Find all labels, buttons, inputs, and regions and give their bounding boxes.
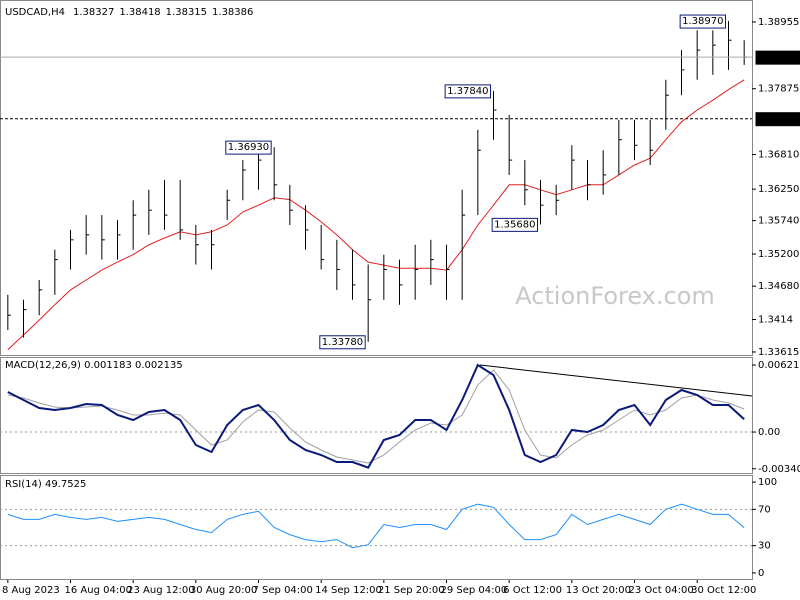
panel-title: RSI(14) 49.7525 xyxy=(5,479,86,490)
panel-title: USDCAD,H4 xyxy=(5,7,65,18)
y-tick-label: 1.36250 xyxy=(758,184,799,195)
label-box xyxy=(225,140,272,155)
label-box xyxy=(679,14,726,29)
y-tick-label: 1.35200 xyxy=(758,249,799,260)
price-label: 1.35680 xyxy=(494,219,535,230)
x-tick-label: 13 Oct 20:00 xyxy=(566,585,631,596)
x-tick-label: 16 Aug 04:00 xyxy=(65,585,132,596)
y-tick-label: 100 xyxy=(758,477,777,488)
panel-title: MACD(12,26,9) 0.001183 0.002135 xyxy=(5,360,183,371)
x-tick-label: 23 Oct 04:00 xyxy=(629,585,694,596)
x-tick-label: 6 Oct 12:00 xyxy=(503,585,562,596)
price-label: 1.36930 xyxy=(228,142,269,153)
macd-panel xyxy=(0,357,753,474)
price-label: 1.37840 xyxy=(447,86,488,97)
x-tick-label: 7 Sep 04:00 xyxy=(253,585,313,596)
header-value: 1.38315 xyxy=(166,7,207,18)
y-tick-label: 0 xyxy=(758,568,764,579)
series-line xyxy=(7,503,745,549)
x-tick-label: 30 Oct 12:00 xyxy=(691,585,756,596)
y-tick-label: 1.36810 xyxy=(758,150,799,161)
y-tick-label: 1.34680 xyxy=(758,281,799,292)
label-box xyxy=(755,50,800,65)
y-tick-label: 1.33615 xyxy=(758,347,799,358)
x-tick-label: 29 Sep 04:00 xyxy=(441,585,508,596)
price-label: 1.38386 xyxy=(758,52,799,63)
price-panel xyxy=(0,0,753,356)
price-label: 1.37390 xyxy=(758,114,799,125)
price-label: 1.38970 xyxy=(682,16,723,27)
x-tick-label: 8 Aug 2023 xyxy=(2,585,60,596)
label-box xyxy=(319,335,366,350)
rsi-panel xyxy=(0,475,753,580)
y-tick-label: 0.006216 xyxy=(758,360,800,371)
label-box xyxy=(755,112,800,127)
y-tick-label: 70 xyxy=(758,504,771,515)
y-tick-label: 1.3414 xyxy=(758,315,793,326)
series-line xyxy=(7,369,745,464)
header-value: 1.38418 xyxy=(119,7,160,18)
x-tick-label: 30 Aug 20:00 xyxy=(190,585,257,596)
y-tick-label: 1.37875 xyxy=(758,84,799,95)
y-tick-label: 1.38955 xyxy=(758,17,799,28)
y-tick-label: 1.35740 xyxy=(758,216,799,227)
y-tick-label: -0.003407 xyxy=(758,464,800,475)
y-tick-label: 0.00 xyxy=(758,427,780,438)
x-tick-label: 21 Sep 20:00 xyxy=(378,585,445,596)
label-box xyxy=(444,84,491,99)
label-box xyxy=(491,217,538,232)
header-value: 1.38386 xyxy=(212,7,253,18)
series-line xyxy=(7,79,745,351)
x-tick-label: 23 Aug 12:00 xyxy=(127,585,194,596)
series-line xyxy=(7,363,745,469)
price-label: 1.33780 xyxy=(322,337,363,348)
header-value: 1.38327 xyxy=(73,7,114,18)
x-tick-label: 14 Sep 12:00 xyxy=(315,585,382,596)
watermark: ActionForex.com xyxy=(515,282,715,310)
trend-line xyxy=(479,364,753,397)
y-tick-label: 30 xyxy=(758,541,771,552)
